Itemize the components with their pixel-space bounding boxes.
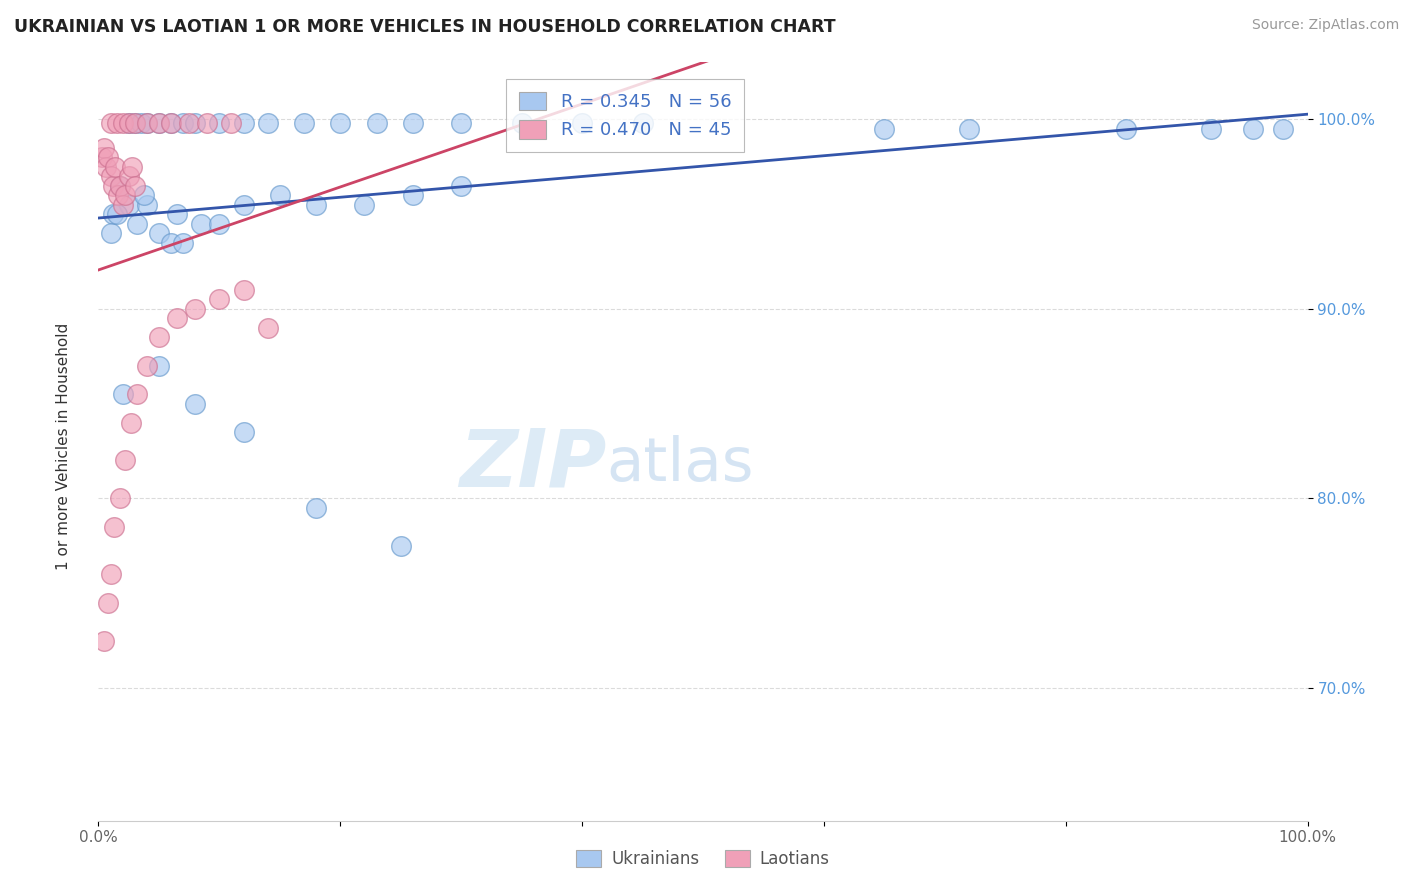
Legend: Ukrainians, Laotians: Ukrainians, Laotians <box>569 843 837 875</box>
Point <box>389 539 412 553</box>
Text: UKRAINIAN VS LAOTIAN 1 OR MORE VEHICLES IN HOUSEHOLD CORRELATION CHART: UKRAINIAN VS LAOTIAN 1 OR MORE VEHICLES … <box>14 18 835 36</box>
Text: Source: ZipAtlas.com: Source: ZipAtlas.com <box>1251 18 1399 32</box>
Point <box>148 226 170 240</box>
Point <box>105 207 128 221</box>
Point <box>107 188 129 202</box>
Point <box>118 116 141 130</box>
Point <box>195 116 218 130</box>
Point <box>402 116 425 130</box>
Point <box>97 150 120 164</box>
Point <box>100 226 122 240</box>
Point <box>103 520 125 534</box>
Point <box>208 116 231 130</box>
Point <box>127 217 149 231</box>
Point <box>166 311 188 326</box>
Point <box>124 116 146 130</box>
Point <box>101 207 124 221</box>
Point <box>172 116 194 130</box>
Point <box>190 217 212 231</box>
Point <box>135 116 157 130</box>
Point <box>135 359 157 373</box>
Point <box>1272 121 1295 136</box>
Point <box>127 387 149 401</box>
Point <box>111 197 134 211</box>
Point <box>208 217 231 231</box>
Point <box>269 188 291 202</box>
Point <box>108 178 131 193</box>
Point <box>135 197 157 211</box>
Point <box>450 116 472 130</box>
Point <box>179 116 201 130</box>
Point <box>108 491 131 506</box>
Point <box>366 116 388 130</box>
Point <box>957 121 980 136</box>
Point <box>172 235 194 250</box>
Point <box>114 453 136 467</box>
Point <box>93 141 115 155</box>
Point <box>571 116 593 130</box>
Point <box>631 116 654 130</box>
Point <box>450 178 472 193</box>
Point <box>135 116 157 130</box>
Point <box>221 116 243 130</box>
Point <box>160 116 183 130</box>
Point <box>160 235 183 250</box>
Point <box>120 416 142 430</box>
Point <box>94 160 117 174</box>
Point <box>101 178 124 193</box>
Point <box>292 116 315 130</box>
Point <box>124 178 146 193</box>
Point <box>353 197 375 211</box>
Point <box>100 116 122 130</box>
Point <box>105 116 128 130</box>
Point <box>121 160 143 174</box>
Point <box>184 301 207 316</box>
Point <box>232 283 254 297</box>
Point <box>118 116 141 130</box>
Point <box>510 116 533 130</box>
Point <box>148 359 170 373</box>
Point <box>160 116 183 130</box>
Point <box>184 116 207 130</box>
Point <box>148 116 170 130</box>
Point <box>124 116 146 130</box>
Point <box>114 188 136 202</box>
Point <box>184 397 207 411</box>
Point <box>134 188 156 202</box>
Point <box>104 160 127 174</box>
Legend: R = 0.345   N = 56, R = 0.470   N = 45: R = 0.345 N = 56, R = 0.470 N = 45 <box>506 79 744 152</box>
Point <box>232 197 254 211</box>
Point <box>166 207 188 221</box>
Point <box>232 116 254 130</box>
Point <box>208 293 231 307</box>
Point <box>91 150 114 164</box>
Point <box>108 178 131 193</box>
Point <box>232 425 254 439</box>
Point <box>329 116 352 130</box>
Point <box>305 500 328 515</box>
Point <box>402 188 425 202</box>
Point <box>100 567 122 582</box>
Point <box>93 633 115 648</box>
Point <box>305 197 328 211</box>
Point <box>148 330 170 344</box>
Point <box>129 116 152 130</box>
Point <box>148 116 170 130</box>
Point <box>256 321 278 335</box>
Point <box>111 387 134 401</box>
Point <box>256 116 278 130</box>
Point <box>118 197 141 211</box>
Point <box>118 169 141 184</box>
Point <box>873 121 896 136</box>
Point <box>100 169 122 184</box>
Point <box>111 116 134 130</box>
Point <box>1241 121 1264 136</box>
Text: ZIP: ZIP <box>458 425 606 503</box>
Point <box>1115 121 1137 136</box>
Point <box>97 596 120 610</box>
Text: 1 or more Vehicles in Household: 1 or more Vehicles in Household <box>56 322 70 570</box>
Point <box>1199 121 1222 136</box>
Text: atlas: atlas <box>606 434 754 494</box>
